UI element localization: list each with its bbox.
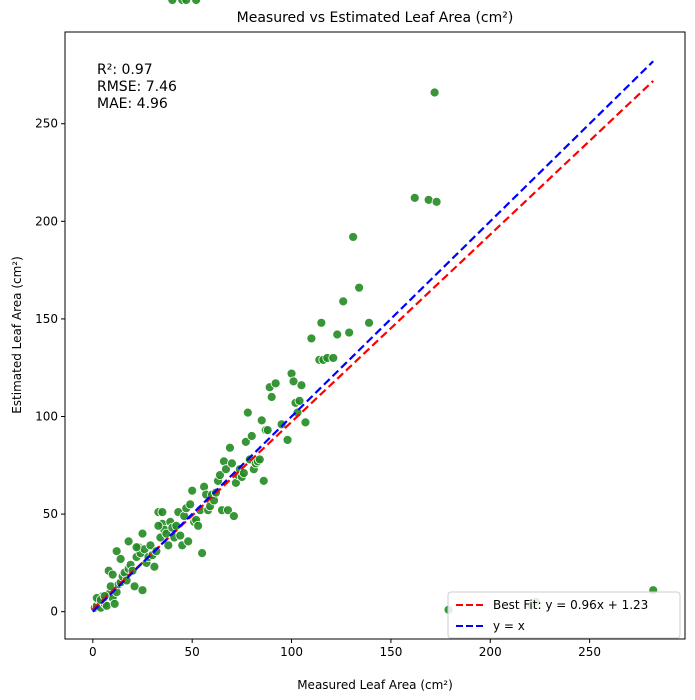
- x-tick-label: 200: [479, 645, 502, 659]
- data-point: [111, 546, 122, 557]
- data-point: [256, 415, 267, 426]
- data-point: [354, 282, 365, 293]
- data-point: [153, 520, 164, 531]
- data-point: [294, 395, 305, 406]
- y-tick-label: 0: [50, 605, 58, 619]
- y-axis-label: Estimated Leaf Area (cm²): [10, 256, 24, 414]
- y-tick-label: 100: [35, 409, 58, 423]
- x-axis-label: Measured Leaf Area (cm²): [297, 678, 453, 692]
- data-point: [238, 468, 249, 479]
- data-point: [137, 528, 148, 539]
- data-point: [215, 470, 225, 480]
- data-point: [181, 0, 192, 5]
- data-point: [175, 530, 186, 541]
- data-point: [131, 542, 142, 553]
- data-point: [123, 536, 134, 547]
- y-tick-label: 200: [35, 214, 58, 228]
- x-tick-label: 250: [578, 645, 601, 659]
- data-point: [109, 598, 120, 609]
- stats-annotation: R²: 0.97 RMSE: 7.46 MAE: 4.96: [97, 62, 177, 112]
- x-tick-label: 150: [379, 645, 402, 659]
- data-point: [348, 232, 359, 242]
- chart-title: Measured vs Estimated Leaf Area (cm²): [237, 10, 514, 26]
- data-point: [258, 476, 269, 486]
- legend-label-best-fit: Best Fit: y = 0.96x + 1.23: [493, 598, 648, 612]
- data-point: [254, 454, 265, 465]
- data-point: [306, 333, 317, 344]
- identity-line: [92, 60, 654, 613]
- data-point: [137, 585, 148, 596]
- mae-label: MAE: 4.96: [97, 96, 168, 112]
- data-point: [115, 554, 126, 564]
- fit-lines: [92, 60, 654, 613]
- data-point: [242, 407, 253, 418]
- data-point: [288, 376, 299, 387]
- data-point: [157, 507, 168, 518]
- data-point: [145, 540, 156, 551]
- y-tick-label: 50: [43, 507, 58, 521]
- data-point: [282, 435, 293, 445]
- rmse-label: RMSE: 7.46: [97, 79, 177, 95]
- data-point: [276, 419, 287, 430]
- data-point: [187, 485, 198, 496]
- axis-ticks: 0 50 100 150 200 250 0 50 100 150 200 250: [35, 117, 601, 659]
- data-point: [364, 317, 374, 328]
- data-point: [429, 87, 440, 98]
- data-point: [328, 353, 339, 363]
- x-tick-label: 100: [280, 645, 303, 659]
- data-point: [431, 196, 442, 207]
- legend-label-identity: y = x: [493, 619, 525, 633]
- data-point: [183, 536, 194, 547]
- data-point: [344, 327, 355, 338]
- y-tick-label: 150: [35, 312, 58, 326]
- data-point: [163, 540, 174, 551]
- x-tick-label: 0: [89, 645, 97, 659]
- legend: Best Fit: y = 0.96x + 1.23 y = x: [447, 591, 681, 639]
- data-point: [246, 431, 257, 441]
- data-point: [229, 511, 239, 521]
- data-point: [296, 380, 307, 391]
- data-point: [223, 505, 233, 516]
- data-point: [197, 548, 208, 559]
- data-point: [266, 392, 277, 402]
- data-point: [300, 417, 311, 428]
- data-point: [338, 296, 349, 307]
- data-point: [149, 561, 160, 572]
- data-point: [240, 436, 251, 447]
- data-points: [89, 0, 659, 615]
- data-point: [151, 546, 162, 557]
- data-point: [227, 458, 237, 469]
- data-point: [185, 499, 196, 510]
- legend-box: [447, 591, 681, 639]
- data-point: [167, 0, 178, 5]
- plot-frame: [64, 31, 686, 640]
- data-point: [129, 581, 140, 592]
- best-fit-line: [92, 80, 654, 611]
- data-point: [191, 0, 202, 5]
- data-point: [332, 329, 343, 340]
- data-point: [270, 378, 281, 389]
- data-point: [316, 317, 327, 328]
- data-point: [193, 520, 204, 531]
- r-squared-label: R²: 0.97: [97, 62, 153, 78]
- data-point: [221, 464, 231, 475]
- data-point: [107, 569, 118, 580]
- data-point: [262, 425, 273, 436]
- data-point: [409, 192, 420, 203]
- y-tick-label: 250: [35, 117, 58, 131]
- data-point: [423, 194, 434, 205]
- data-point: [225, 442, 235, 453]
- x-tick-label: 50: [185, 645, 200, 659]
